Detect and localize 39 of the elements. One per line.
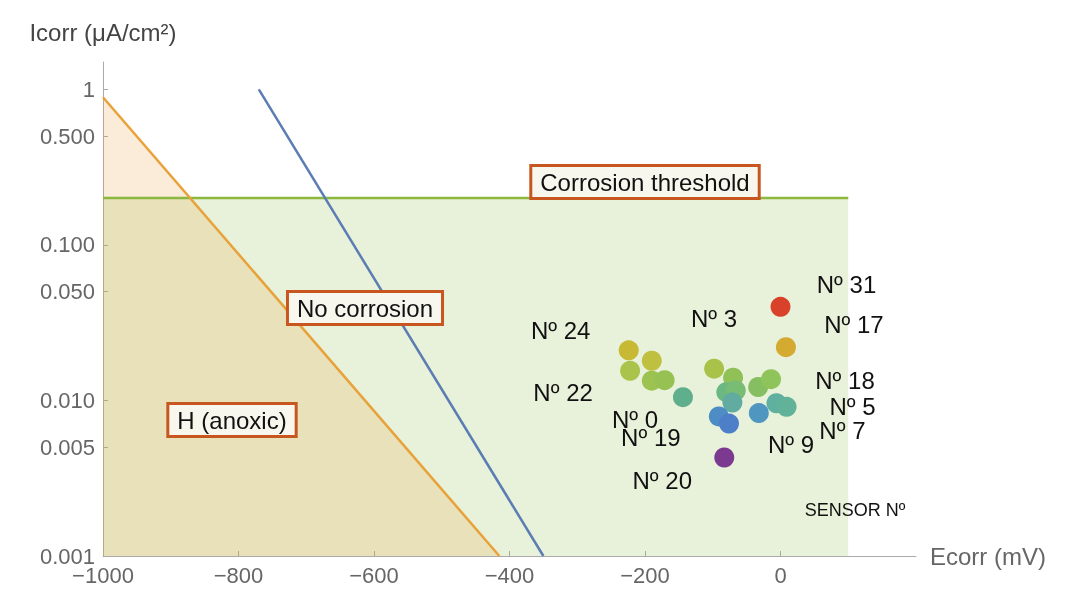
annotation: No corrosion xyxy=(296,294,434,322)
point xyxy=(775,337,796,358)
point xyxy=(714,447,735,468)
point xyxy=(748,403,769,424)
data-label: Nº 31 xyxy=(816,271,877,299)
annotation: H (anoxic) xyxy=(177,406,287,434)
data-label: Nº 9 xyxy=(767,431,815,459)
x-tick-label: −800 xyxy=(213,562,264,588)
point xyxy=(641,350,662,371)
y-tick-label: 0.005 xyxy=(39,434,95,460)
point xyxy=(722,392,743,413)
y-tick-label: 0.100 xyxy=(39,232,95,258)
y-tick-label: 0.500 xyxy=(39,123,95,149)
point xyxy=(618,340,639,361)
y-tick-label: 0.010 xyxy=(39,387,95,413)
data-label: Nº 22 xyxy=(533,379,593,407)
y-tick-label: 1 xyxy=(82,76,95,102)
point xyxy=(761,369,782,390)
y-axis-title: Icorr (μA/cm²) xyxy=(29,18,177,46)
x-tick-label: −600 xyxy=(349,562,399,588)
annotation: Corrosion threshold xyxy=(540,168,750,196)
point xyxy=(620,360,641,381)
data-label: Nº 20 xyxy=(632,466,692,494)
data-label: Nº 3 xyxy=(691,305,738,333)
data-label: Nº 24 xyxy=(531,316,591,344)
y-tick-label: 0.050 xyxy=(39,279,95,305)
y-tick-label: 0.001 xyxy=(39,543,95,569)
point xyxy=(672,387,693,408)
annotation: SENSOR Nº xyxy=(804,500,906,520)
data-label: Nº 18 xyxy=(815,366,875,394)
x-tick-label: 0 xyxy=(774,562,787,588)
x-axis-title: Ecorr (mV) xyxy=(930,542,1046,570)
x-tick-label: −200 xyxy=(620,562,670,588)
point xyxy=(704,358,725,379)
point xyxy=(770,296,791,317)
data-label: Nº 17 xyxy=(824,310,884,338)
x-tick-label: −400 xyxy=(484,562,535,588)
point xyxy=(776,396,797,417)
point xyxy=(719,413,740,434)
